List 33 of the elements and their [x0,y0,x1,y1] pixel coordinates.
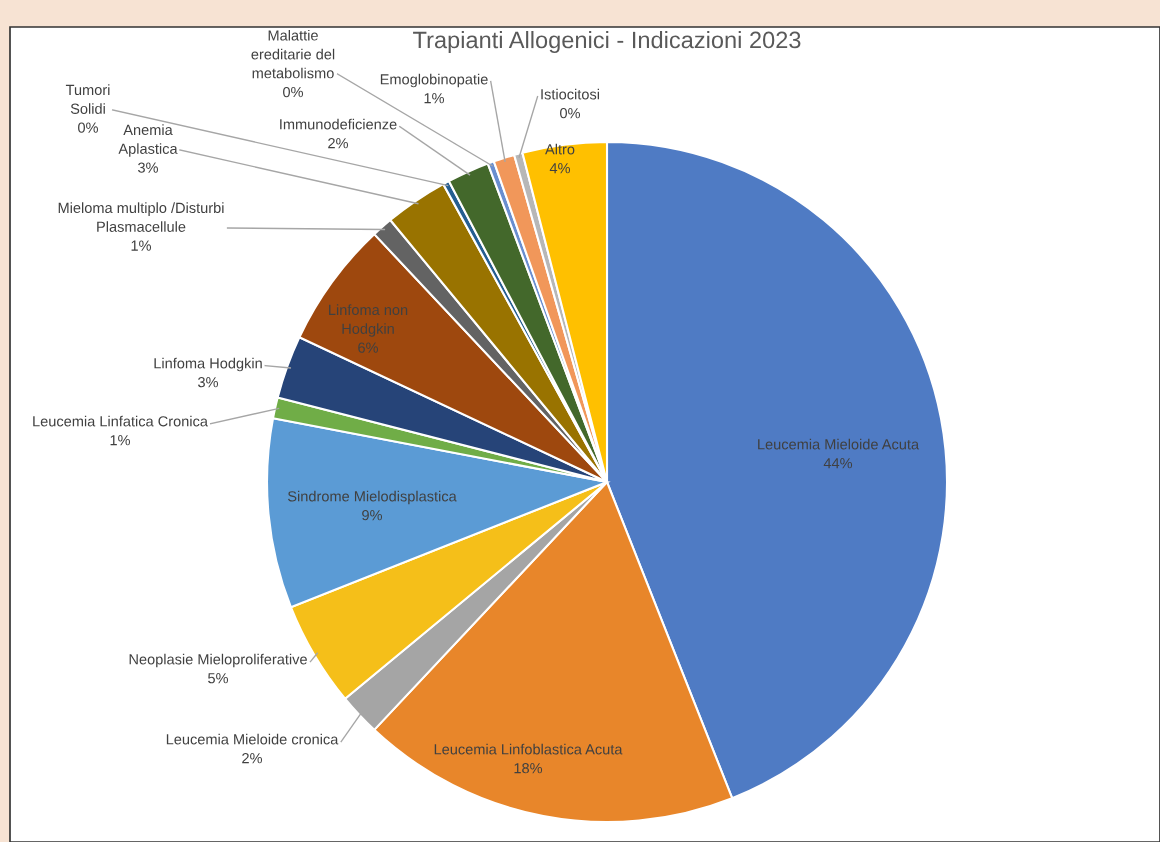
data-label: 0% [78,122,99,133]
slice-label: Linfoma non Hodgkin [329,304,408,337]
slice-label: Malattie ereditarie del metabolismo [251,29,335,79]
data-label: 18% [514,763,543,774]
data-label: 44% [823,458,853,469]
slice-label: Tumori Solidi [65,84,110,114]
data-label: 4% [549,163,571,174]
slice-label: Sindrome Mielodisplastica [287,490,457,505]
slice-label: Immunodeficienze [280,118,397,130]
data-label: 0% [283,86,304,98]
data-label: 1% [110,435,131,446]
slice-label: Leucemia Linfatica Cronica [33,415,208,427]
chart-title: Trapianti Allogenici - Indicazioni 2023 [413,31,801,54]
slice-label: Leucemia Mieloide cronica [166,733,339,745]
data-label: 3% [138,162,159,173]
slice-label: Leucemia Linfoblastica Acuta [434,743,623,755]
data-label: 5% [208,673,229,684]
slice-label: Leucemia Mieloide Acuta [758,438,920,450]
slice-label: Neoplasie Mieloproliferative [129,653,307,668]
data-label: 0% [560,108,581,119]
slice-label: Istiocitosi [541,88,599,100]
slice-label: Linfoma Hodgkin [154,357,262,372]
slice-label: Altro [545,143,575,155]
slice-label: Emoglobinopatie [380,73,488,88]
data-label: 2% [328,138,349,149]
data-label: 6% [358,342,379,353]
data-label: 9% [362,510,383,521]
data-label: 2% [242,753,263,764]
slice-label: Mieloma multiplo /Disturbi Plasmacellule [58,202,224,232]
slice-label: Anemia Aplastica [118,124,178,157]
data-label: 3% [198,377,219,388]
data-label: 1% [131,240,152,251]
data-label: 1% [424,93,445,104]
